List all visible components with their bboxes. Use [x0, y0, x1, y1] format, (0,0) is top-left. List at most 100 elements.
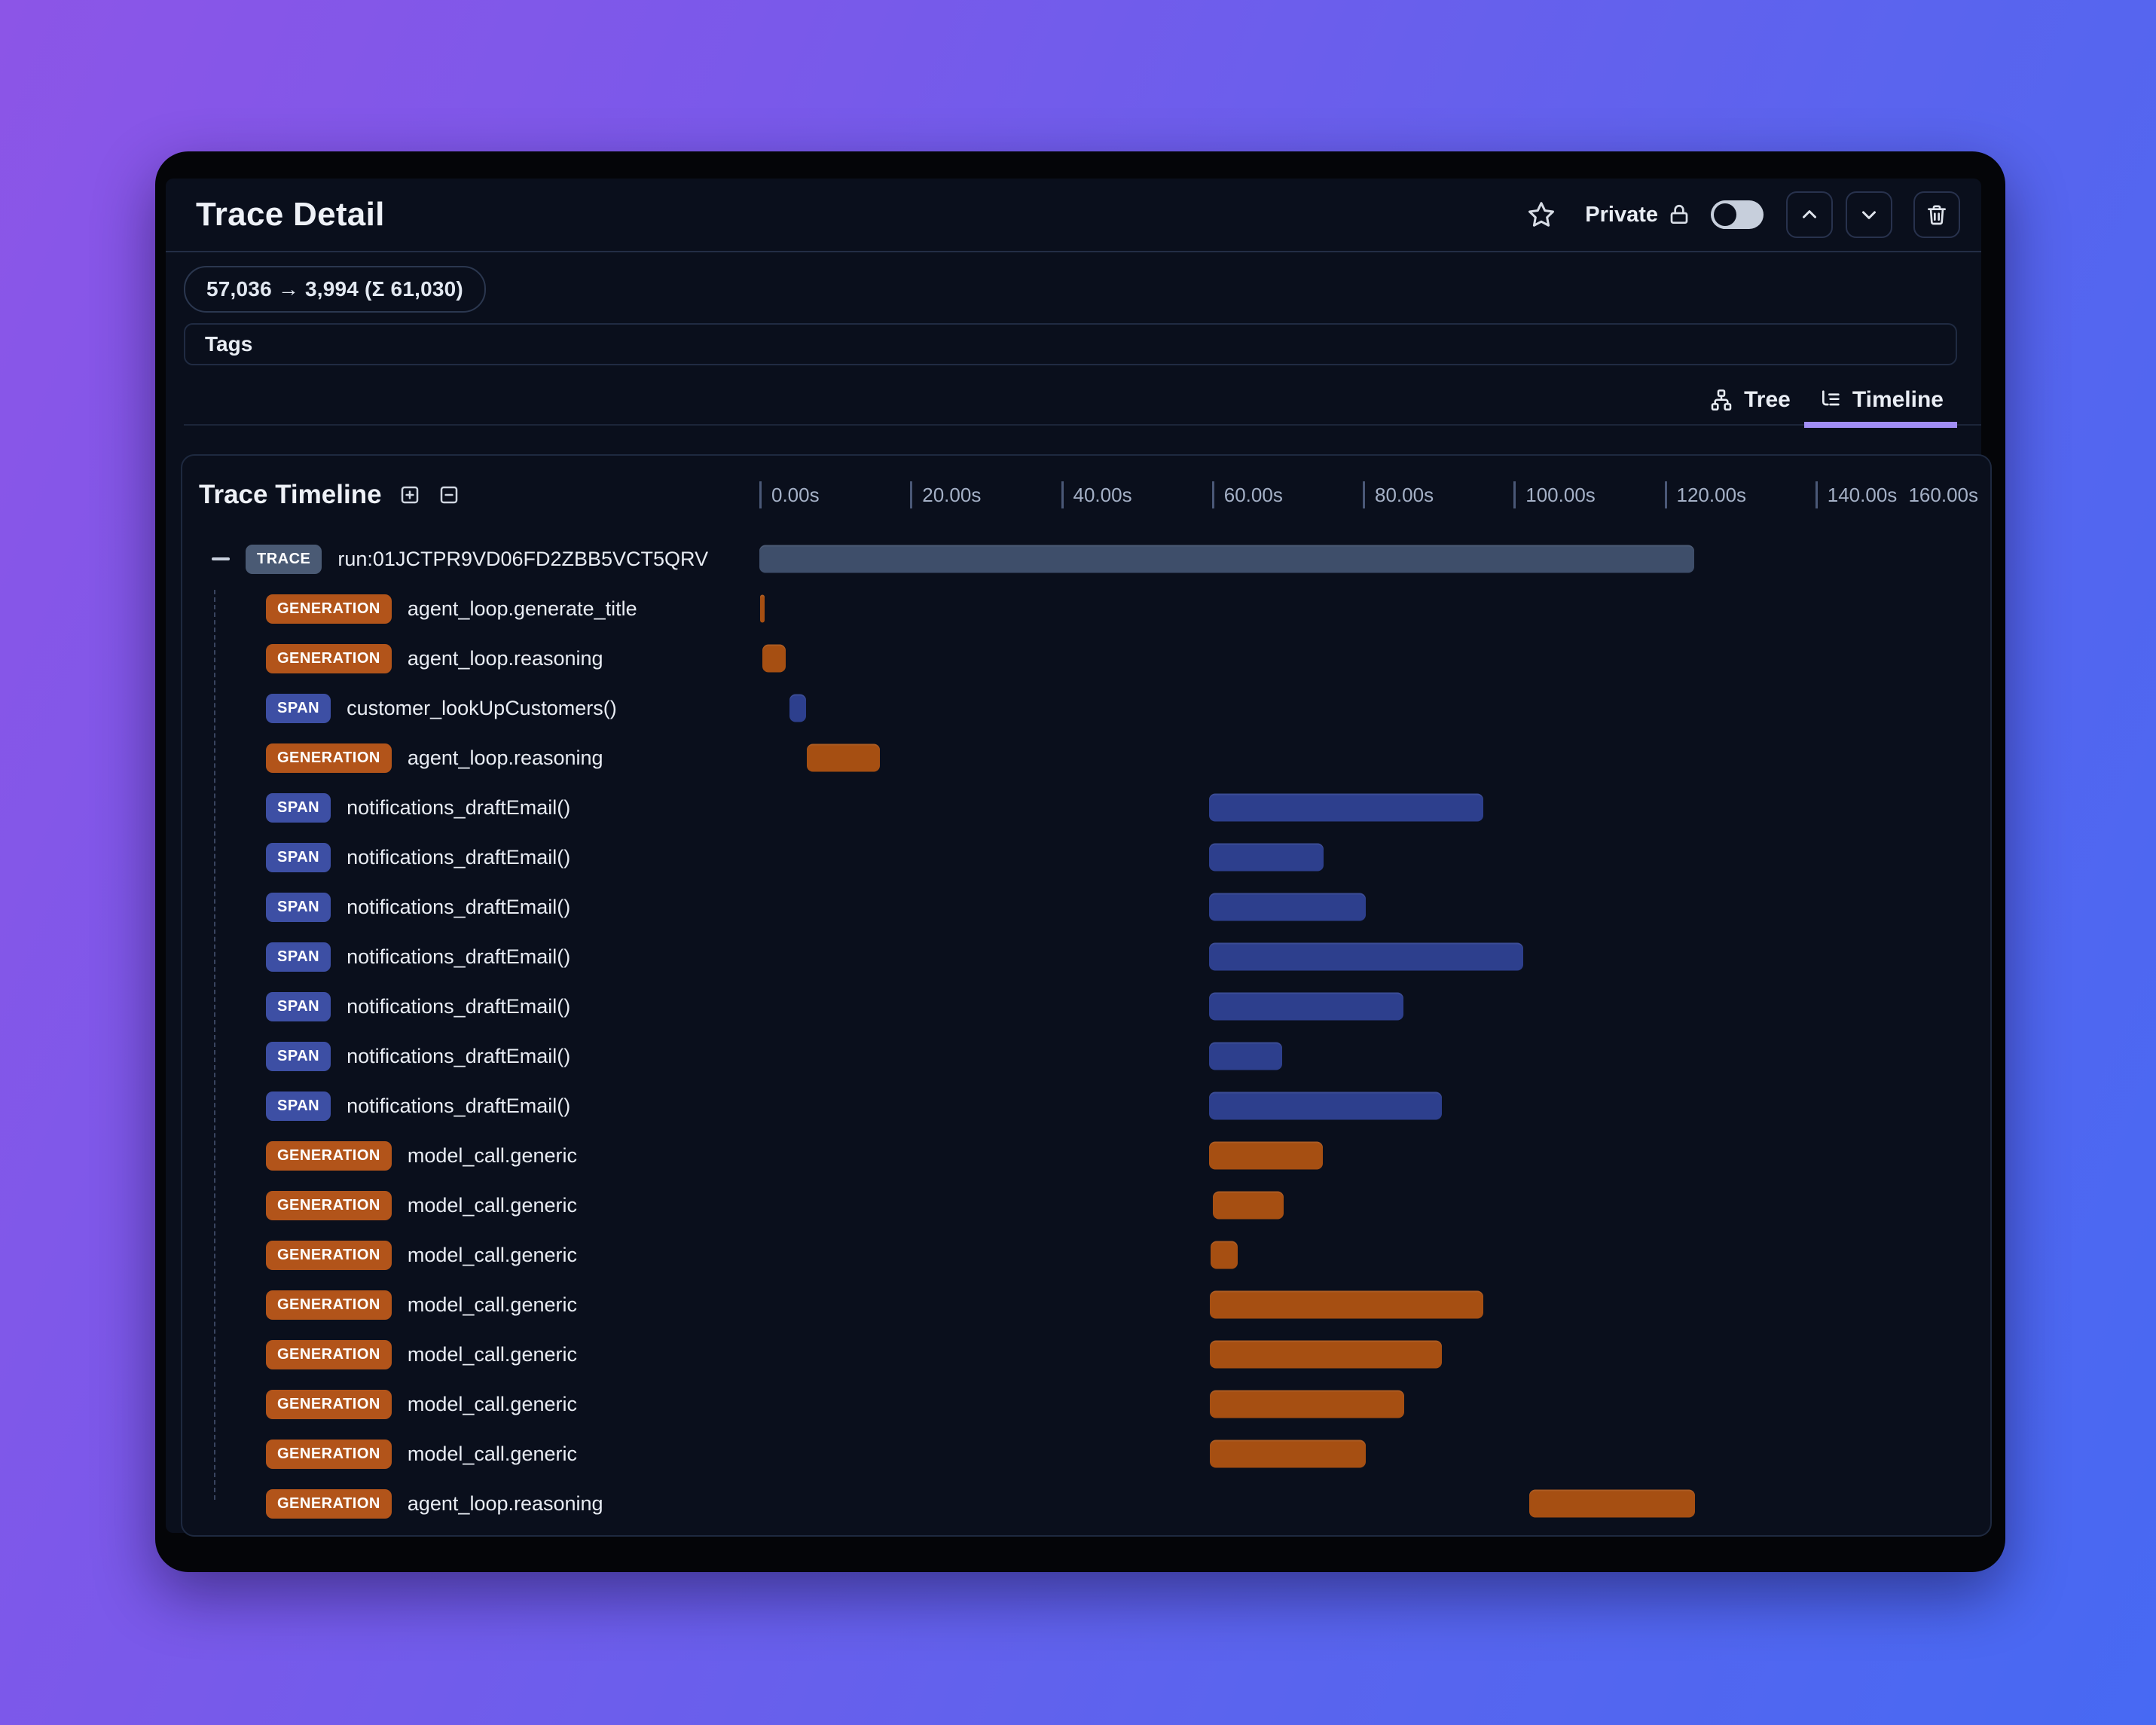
collapse-all-icon[interactable] [438, 484, 460, 506]
timeline-row[interactable]: SPAN notifications_draftEmail() [182, 1081, 1990, 1131]
generation-badge: GENERATION [266, 1240, 392, 1270]
timeline-row[interactable]: GENERATION agent_loop.reasoning [182, 733, 1990, 783]
generation-badge: GENERATION [266, 1290, 392, 1320]
generation-badge: GENERATION [266, 594, 392, 624]
generation-duration-bar[interactable] [807, 743, 881, 772]
observation-name: model_call.generic [407, 1243, 577, 1266]
timeline-row[interactable]: SPAN notifications_draftEmail() [182, 783, 1990, 832]
timeline-row[interactable]: SPAN notifications_draftEmail() [182, 882, 1990, 932]
timeline-row[interactable]: GENERATION model_call.generic [182, 1330, 1990, 1379]
observation-name: run:01JCTPR9VD06FD2ZBB5VCT5QRV [337, 547, 709, 570]
tab-timeline[interactable]: Timeline [1803, 376, 1958, 428]
span-duration-bar[interactable] [1208, 992, 1404, 1021]
axis-tick-label: 120.00s [1664, 481, 1746, 508]
observation-name: notifications_draftEmail() [347, 994, 571, 1018]
axis-tick-label: 40.00s [1061, 481, 1132, 508]
generation-duration-bar[interactable] [1209, 1290, 1484, 1319]
observation-name: notifications_draftEmail() [347, 1044, 571, 1067]
span-duration-bar[interactable] [1208, 843, 1324, 872]
timeline-row[interactable]: GENERATION agent_loop.generate_title [182, 584, 1990, 634]
timeline-row[interactable]: SPAN customer_lookUpCustomers() [182, 683, 1990, 733]
observation-name: model_call.generic [407, 1143, 577, 1167]
generation-duration-bar[interactable] [1212, 1191, 1284, 1220]
generation-duration-bar[interactable] [762, 644, 786, 673]
span-duration-bar[interactable] [1208, 793, 1484, 822]
trash-icon [1928, 205, 1946, 225]
tab-timeline-label: Timeline [1852, 387, 1944, 412]
chevron-up-icon [1803, 210, 1816, 218]
timeline-row[interactable]: GENERATION model_call.generic [182, 1230, 1990, 1280]
observation-name: agent_loop.reasoning [407, 746, 603, 769]
timeline-row[interactable]: SPAN notifications_draftEmail() [182, 982, 1990, 1031]
generation-badge: GENERATION [266, 643, 392, 673]
span-duration-bar[interactable] [1208, 942, 1524, 971]
timeline-row[interactable]: SPAN notifications_draftEmail() [182, 832, 1990, 882]
generation-duration-bar[interactable] [1529, 1489, 1695, 1518]
span-badge: SPAN [266, 991, 331, 1021]
star-icon[interactable] [1526, 200, 1556, 230]
token-usage-badge: 57,036 → 3,994 (Σ 61,030) [184, 266, 486, 313]
generation-duration-bar[interactable] [1208, 1141, 1323, 1170]
span-badge: SPAN [266, 1091, 331, 1121]
span-duration-bar[interactable] [1208, 1042, 1282, 1070]
span-duration-bar[interactable] [789, 694, 807, 722]
generation-badge: GENERATION [266, 1140, 392, 1171]
trace-duration-bar[interactable] [759, 545, 1694, 573]
observation-name: model_call.generic [407, 1342, 577, 1366]
timeline-axis: 0.00s 20.00s 40.00s 60.00s 80.00s 100.00s 120.… [759, 456, 1978, 534]
observation-name: notifications_draftEmail() [347, 1094, 571, 1117]
trace-timeline-title: Trace Timeline [199, 480, 382, 509]
tree-guide-line [214, 590, 215, 1500]
axis-tick-label: 20.00s [910, 481, 981, 508]
generation-badge: GENERATION [266, 1488, 392, 1519]
generation-duration-bar[interactable] [1209, 1390, 1405, 1418]
timeline-row[interactable]: SPAN notifications_draftEmail() [182, 932, 1990, 982]
lock-icon [1667, 202, 1691, 227]
timeline-row[interactable]: GENERATION model_call.generic [182, 1379, 1990, 1429]
observation-name: model_call.generic [407, 1293, 577, 1316]
axis-tick-label: 80.00s [1363, 481, 1434, 508]
timeline-row[interactable]: TRACE run:01JCTPR9VD06FD2ZBB5VCT5QRV [182, 534, 1990, 584]
generation-duration-bar[interactable] [1209, 1340, 1443, 1369]
previous-observation-button[interactable] [1786, 191, 1833, 238]
timeline-row[interactable]: SPAN notifications_draftEmail() [182, 1031, 1990, 1081]
span-duration-bar[interactable] [1208, 1091, 1443, 1120]
axis-tick-label: 60.00s [1211, 481, 1283, 508]
chevron-down-icon [1862, 211, 1876, 219]
generation-duration-bar[interactable] [1209, 1440, 1366, 1468]
observation-name: customer_lookUpCustomers() [347, 696, 617, 719]
tags-label: Tags [205, 332, 253, 356]
tab-tree-label: Tree [1744, 387, 1791, 412]
generation-duration-bar[interactable] [1210, 1241, 1238, 1269]
delete-trace-button[interactable] [1913, 191, 1960, 238]
span-badge: SPAN [266, 892, 331, 922]
expand-all-icon[interactable] [399, 484, 421, 506]
axis-tick-label: 140.00s [1815, 481, 1897, 508]
timeline-rows: TRACE run:01JCTPR9VD06FD2ZBB5VCT5QRV GENER… [182, 534, 1990, 1528]
observation-name: agent_loop.reasoning [407, 1491, 603, 1515]
span-badge: SPAN [266, 842, 331, 872]
generation-duration-bar[interactable] [760, 594, 765, 623]
timeline-row[interactable]: GENERATION agent_loop.reasoning [182, 1479, 1990, 1528]
privacy-toggle[interactable] [1711, 200, 1764, 229]
tags-box[interactable]: Tags [184, 323, 1957, 365]
tree-icon [1709, 388, 1733, 412]
axis-tick-label: 0.00s [759, 481, 820, 508]
timeline-row[interactable]: GENERATION model_call.generic [182, 1180, 1990, 1230]
observation-name: notifications_draftEmail() [347, 895, 571, 918]
timeline-row[interactable]: GENERATION agent_loop.reasoning [182, 634, 1990, 683]
tab-tree[interactable]: Tree [1696, 376, 1804, 424]
span-badge: SPAN [266, 693, 331, 723]
generation-badge: GENERATION [266, 1339, 392, 1369]
next-observation-button[interactable] [1846, 191, 1892, 238]
generation-badge: GENERATION [266, 743, 392, 773]
list-tree-icon [1818, 388, 1842, 412]
timeline-row[interactable]: GENERATION model_call.generic [182, 1131, 1990, 1180]
timeline-row[interactable]: GENERATION model_call.generic [182, 1280, 1990, 1330]
span-duration-bar[interactable] [1208, 893, 1366, 921]
trace-detail-window: Trace Detail Private [155, 151, 2005, 1572]
collapse-row-icon[interactable] [212, 557, 230, 560]
timeline-row[interactable]: GENERATION model_call.generic [182, 1429, 1990, 1479]
view-tabs: Tree Timeline [184, 376, 1981, 428]
